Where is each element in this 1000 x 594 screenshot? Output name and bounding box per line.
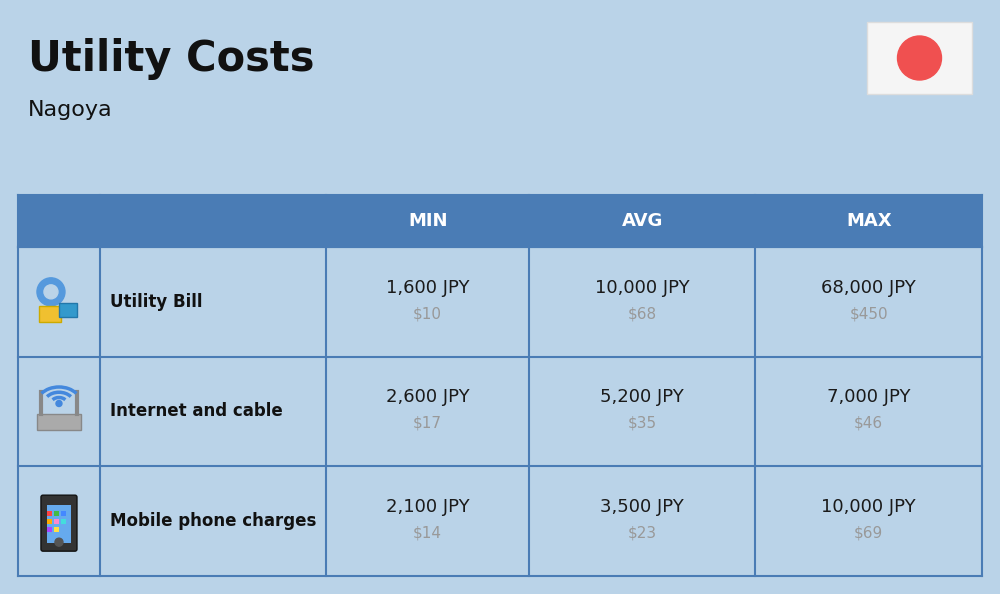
Bar [61, 519, 66, 524]
Text: 3,500 JPY: 3,500 JPY [600, 498, 684, 516]
Text: $450: $450 [849, 307, 888, 321]
Text: 2,100 JPY: 2,100 JPY [386, 498, 470, 516]
Text: $35: $35 [628, 416, 657, 431]
Text: $46: $46 [854, 416, 883, 431]
Text: 10,000 JPY: 10,000 JPY [595, 279, 690, 297]
Text: $14: $14 [413, 526, 442, 541]
Bar [59, 303, 77, 317]
Bar [18, 466, 982, 576]
Text: $10: $10 [413, 307, 442, 321]
Text: 10,000 JPY: 10,000 JPY [821, 498, 916, 516]
Circle shape [44, 285, 58, 299]
Bar [39, 306, 61, 322]
Bar [37, 413, 81, 429]
Text: $69: $69 [854, 526, 883, 541]
Text: 68,000 JPY: 68,000 JPY [821, 279, 916, 297]
Text: $17: $17 [413, 416, 442, 431]
Text: 2,600 JPY: 2,600 JPY [386, 388, 470, 406]
FancyBboxPatch shape [41, 495, 77, 551]
Circle shape [37, 278, 65, 306]
Bar [54, 527, 59, 532]
Text: 1,600 JPY: 1,600 JPY [386, 279, 469, 297]
Text: $68: $68 [628, 307, 657, 321]
Text: Utility Costs: Utility Costs [28, 38, 314, 80]
Bar [47, 511, 52, 516]
Bar [18, 247, 982, 356]
Text: 7,000 JPY: 7,000 JPY [827, 388, 910, 406]
Bar [61, 511, 66, 516]
Bar [54, 511, 59, 516]
Text: Mobile phone charges: Mobile phone charges [110, 512, 316, 530]
Bar [47, 519, 52, 524]
Bar [54, 519, 59, 524]
Bar [47, 527, 52, 532]
Bar [867, 22, 972, 94]
Bar [18, 356, 982, 466]
Text: 5,200 JPY: 5,200 JPY [600, 388, 684, 406]
Text: Nagoya: Nagoya [28, 100, 113, 120]
Circle shape [55, 538, 63, 546]
Text: MAX: MAX [846, 212, 892, 230]
Text: AVG: AVG [622, 212, 663, 230]
Text: Internet and cable: Internet and cable [110, 403, 283, 421]
Text: $23: $23 [628, 526, 657, 541]
Text: Utility Bill: Utility Bill [110, 293, 202, 311]
Circle shape [898, 36, 942, 80]
Circle shape [56, 400, 62, 406]
Bar [18, 195, 982, 247]
Bar [47, 505, 71, 543]
Text: MIN: MIN [408, 212, 447, 230]
